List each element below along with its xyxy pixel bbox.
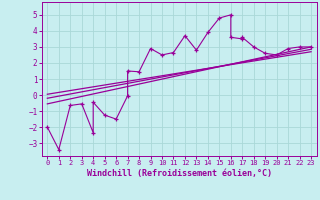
X-axis label: Windchill (Refroidissement éolien,°C): Windchill (Refroidissement éolien,°C) xyxy=(87,169,272,178)
